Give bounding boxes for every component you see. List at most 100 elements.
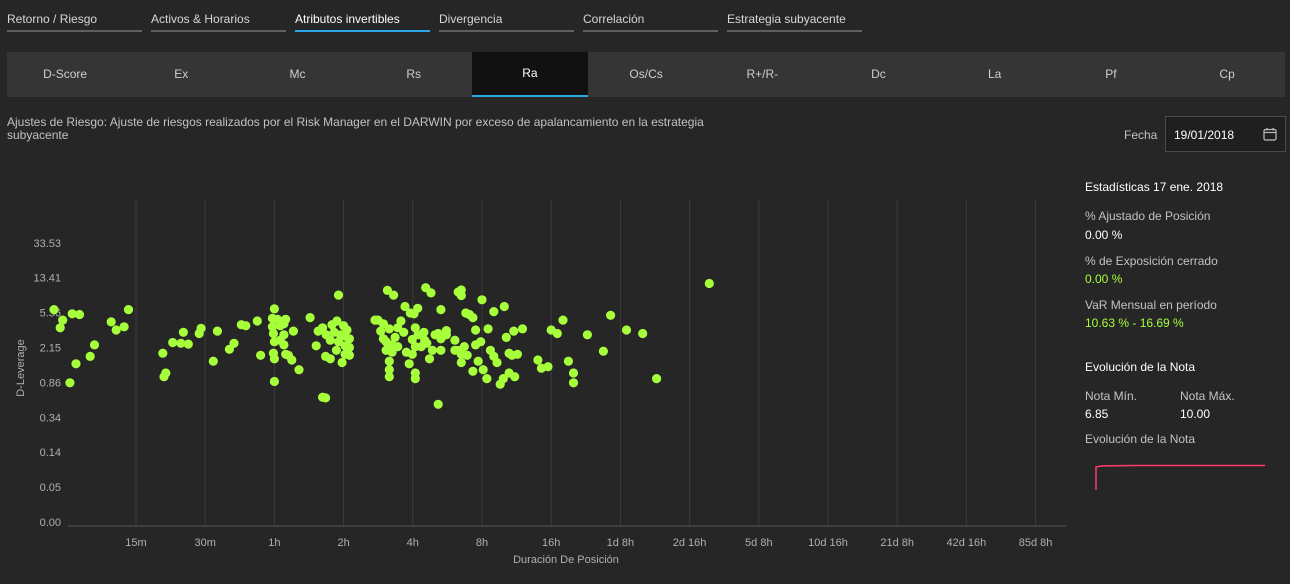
scatter-point xyxy=(305,313,315,323)
scatter-point xyxy=(419,327,429,337)
scatter-point xyxy=(55,323,65,333)
scatter-point xyxy=(269,354,279,364)
monthly-var-label: VaR Mensual en período xyxy=(1085,298,1217,312)
scatter-point xyxy=(311,341,321,351)
y-tick-label: 13.41 xyxy=(33,273,61,285)
scatter-point xyxy=(384,372,394,382)
top-tab-4[interactable]: Correlación xyxy=(583,10,718,32)
scatter-point xyxy=(468,313,478,323)
scatter-point xyxy=(67,309,77,319)
scatter-point xyxy=(420,335,430,345)
scatter-point xyxy=(325,335,335,345)
max-grade-label: Nota Máx. xyxy=(1180,389,1235,403)
sub-tab-1[interactable]: Ex xyxy=(174,67,189,81)
sub-tab-5[interactable]: Os/Cs xyxy=(629,67,663,81)
scatter-point xyxy=(638,328,648,339)
scatter-point xyxy=(229,338,239,348)
scatter-point xyxy=(208,356,218,366)
x-tick-label: 4h xyxy=(407,537,419,549)
scatter-point xyxy=(384,365,394,375)
sub-tab-9[interactable]: Pf xyxy=(1105,67,1117,81)
scatter-point xyxy=(410,323,420,333)
x-tick-label: 42d 16h xyxy=(947,537,987,549)
scatter-point xyxy=(321,393,331,403)
x-tick-label: 2h xyxy=(337,537,349,549)
date-label: Fecha xyxy=(1124,128,1158,142)
scatter-point xyxy=(499,301,509,312)
monthly-var-value: 10.63 % - 16.69 % xyxy=(1085,316,1184,330)
scatter-point xyxy=(376,326,386,336)
grade-evolution-subtitle: Evolución de la Nota xyxy=(1085,432,1196,446)
top-tab-2[interactable]: Atributos invertibles xyxy=(295,10,430,32)
scatter-point xyxy=(123,305,134,315)
scatter-point xyxy=(58,315,68,325)
scatter-point xyxy=(433,399,443,409)
scatter-point xyxy=(598,346,609,356)
scatter-point xyxy=(427,345,437,355)
scatter-point xyxy=(318,323,328,333)
scatter-points xyxy=(49,278,714,409)
y-axis-title: D-Leverage xyxy=(15,339,27,396)
x-tick-label: 30m xyxy=(194,537,215,549)
scatter-point xyxy=(413,303,423,313)
top-tab-1[interactable]: Activos & Horarios xyxy=(151,10,286,32)
scatter-point xyxy=(178,327,188,337)
scatter-point xyxy=(337,357,347,368)
scatter-point xyxy=(407,349,417,359)
closed-exposure-label: % de Exposición cerrado xyxy=(1085,254,1218,268)
date-input[interactable]: 19/01/2018 xyxy=(1165,116,1286,152)
sub-tab-3[interactable]: Rs xyxy=(406,67,422,81)
scatter-point xyxy=(294,365,304,375)
grade-sparkline xyxy=(1095,464,1265,490)
top-tab-5[interactable]: Estrategia subyacente xyxy=(727,10,862,32)
scatter-point xyxy=(269,376,279,387)
scatter-point xyxy=(517,324,528,334)
scatter-point xyxy=(450,335,460,345)
y-tick-label: 0.34 xyxy=(40,412,61,424)
scatter-point xyxy=(450,345,460,355)
scatter-point xyxy=(344,334,354,344)
sub-tab-7[interactable]: Dc xyxy=(871,67,886,81)
scatter-point xyxy=(85,351,95,361)
scatter-point xyxy=(332,316,342,326)
scatter-point xyxy=(489,307,499,317)
scatter-point xyxy=(436,305,446,315)
sub-tab-10[interactable]: Cp xyxy=(1219,67,1235,81)
scatter-point xyxy=(459,342,469,352)
y-tick-label: 0.00 xyxy=(40,517,61,529)
sub-tab-0[interactable]: D-Score xyxy=(43,67,88,81)
calendar-icon[interactable] xyxy=(1263,127,1277,141)
scatter-point xyxy=(543,362,553,372)
scatter-point xyxy=(194,328,204,339)
scatter-point xyxy=(501,332,511,342)
sub-tab-6[interactable]: R+/R- xyxy=(746,67,779,81)
scatter-point xyxy=(477,295,487,305)
adjusted-position-value: 0.00 % xyxy=(1085,228,1123,242)
scatter-point xyxy=(384,324,394,334)
sub-tab-8[interactable]: La xyxy=(988,67,1002,81)
scatter-point xyxy=(468,366,478,376)
scatter-point xyxy=(441,330,451,340)
scatter-point xyxy=(241,321,251,331)
scatter-point xyxy=(483,324,493,334)
top-tab-0[interactable]: Retorno / Riesgo xyxy=(7,10,142,32)
scatter-point xyxy=(333,337,344,347)
scatter-point xyxy=(279,330,289,340)
scatter-point xyxy=(476,337,486,347)
scatter-point xyxy=(456,357,466,368)
y-tick-label: 0.05 xyxy=(40,482,61,494)
scatter-point xyxy=(456,290,466,301)
sub-tab-2[interactable]: Mc xyxy=(289,67,306,81)
scatter-point xyxy=(331,345,341,355)
top-tab-3[interactable]: Divergencia xyxy=(439,10,574,32)
sub-tab-4[interactable]: Ra xyxy=(471,52,588,97)
scatter-point xyxy=(384,356,394,366)
x-tick-label: 15m xyxy=(125,537,146,549)
scatter-point xyxy=(344,342,354,353)
scatter-point xyxy=(478,365,488,375)
scatter-point xyxy=(168,337,178,348)
scatter-point xyxy=(281,314,291,324)
scatter-point xyxy=(492,357,502,368)
y-tick-label: 33.53 xyxy=(33,238,61,250)
